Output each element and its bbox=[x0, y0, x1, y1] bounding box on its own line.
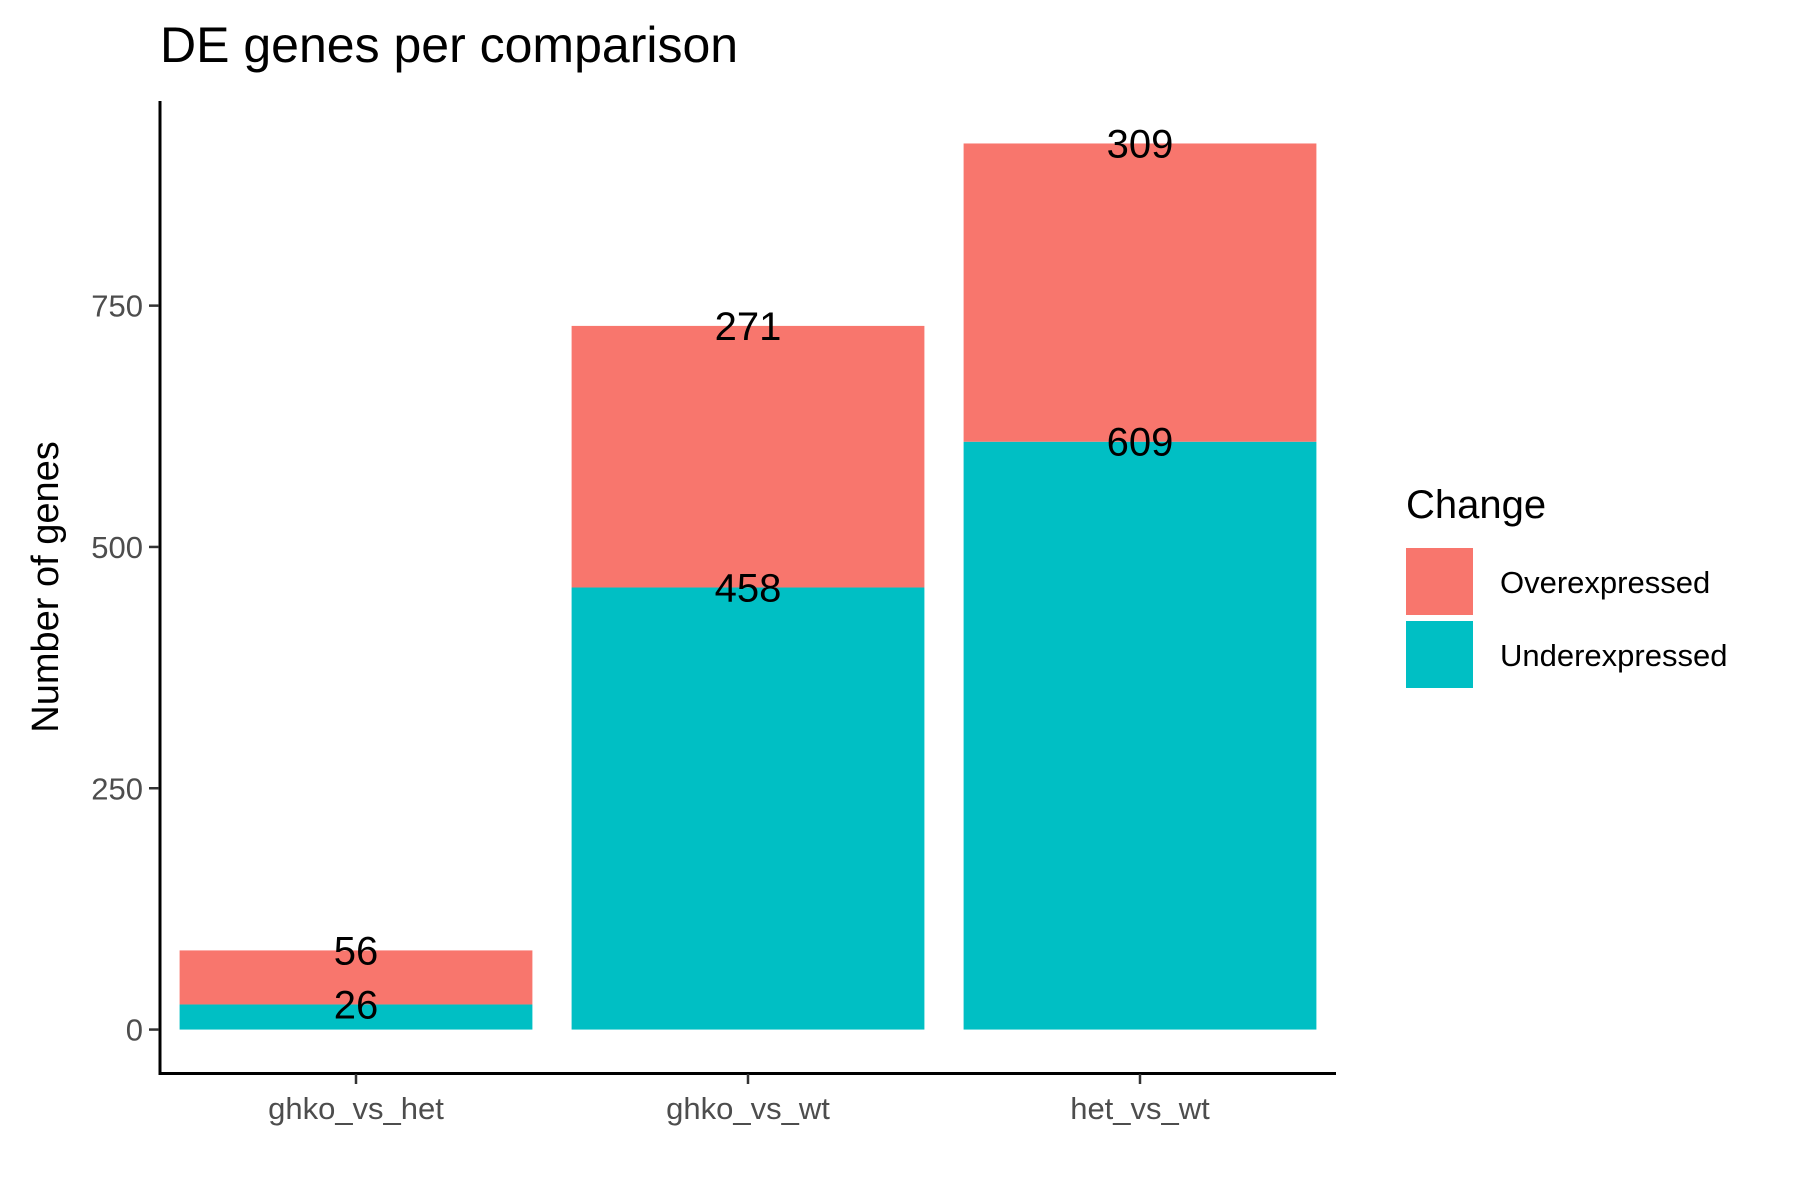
y-axis-label: Number of genes bbox=[25, 441, 67, 733]
y-tick-label: 500 bbox=[91, 530, 143, 565]
data-labels: 26 56 458 271 609 309 bbox=[334, 122, 1174, 1027]
legend-title: Change bbox=[1406, 483, 1546, 527]
data-label-het_vs_wt-overexpressed: 309 bbox=[1107, 122, 1174, 166]
bar-het_vs_wt-underexpressed bbox=[963, 441, 1317, 1030]
bar-ghko_vs_het-underexpressed bbox=[179, 1004, 533, 1030]
legend-label-overexpressed: Overexpressed bbox=[1500, 565, 1710, 600]
data-label-ghko_vs_het-overexpressed: 56 bbox=[334, 929, 379, 973]
bar-ghko_vs_het-overexpressed bbox=[179, 950, 533, 1005]
y-tick-label: 250 bbox=[91, 771, 143, 806]
bar-ghko_vs_wt-overexpressed bbox=[571, 325, 925, 588]
x-tick-label: ghko_vs_het bbox=[268, 1091, 444, 1126]
bar-het_vs_wt-overexpressed bbox=[963, 143, 1317, 442]
bars bbox=[179, 143, 1317, 1030]
legend-swatch-underexpressed bbox=[1406, 621, 1473, 688]
legend: Change Overexpressed Underexpressed bbox=[1406, 483, 1727, 688]
legend-label-underexpressed: Underexpressed bbox=[1500, 638, 1727, 673]
y-tick-label: 750 bbox=[91, 289, 143, 324]
bar-ghko_vs_wt-underexpressed bbox=[571, 587, 925, 1030]
x-tick-label: het_vs_wt bbox=[1070, 1091, 1210, 1126]
x-ticks: ghko_vs_het ghko_vs_wt het_vs_wt bbox=[268, 1074, 1210, 1126]
legend-swatch-overexpressed bbox=[1406, 548, 1473, 615]
data-label-ghko_vs_wt-overexpressed: 271 bbox=[715, 305, 782, 349]
chart-title: DE genes per comparison bbox=[160, 17, 738, 73]
data-label-ghko_vs_wt-underexpressed: 458 bbox=[715, 566, 782, 610]
data-label-het_vs_wt-underexpressed: 609 bbox=[1107, 421, 1174, 465]
y-ticks: 0 250 500 750 bbox=[91, 289, 159, 1048]
axes bbox=[158, 101, 1336, 1075]
y-tick-label: 0 bbox=[126, 1013, 143, 1048]
data-label-ghko_vs_het-underexpressed: 26 bbox=[334, 983, 379, 1027]
x-tick-label: ghko_vs_wt bbox=[666, 1091, 830, 1126]
legend-items: Overexpressed Underexpressed bbox=[1406, 548, 1727, 688]
